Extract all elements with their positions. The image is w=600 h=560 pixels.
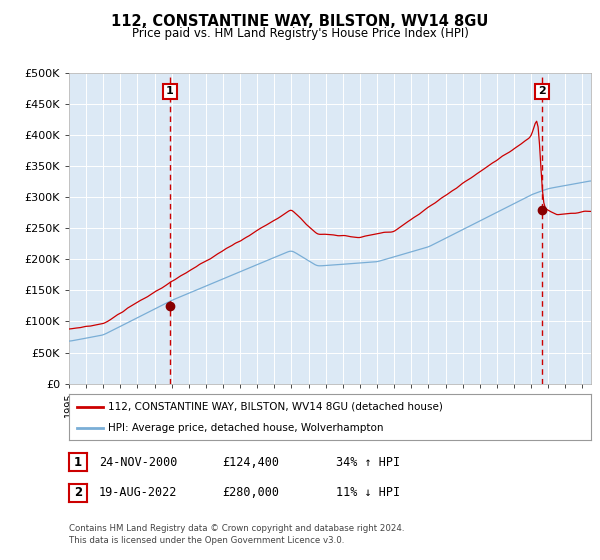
Text: 34% ↑ HPI: 34% ↑ HPI: [336, 455, 400, 469]
Text: HPI: Average price, detached house, Wolverhampton: HPI: Average price, detached house, Wolv…: [108, 423, 383, 433]
Text: 1: 1: [74, 455, 82, 469]
Text: £124,400: £124,400: [222, 455, 279, 469]
Text: Price paid vs. HM Land Registry's House Price Index (HPI): Price paid vs. HM Land Registry's House …: [131, 27, 469, 40]
Text: 11% ↓ HPI: 11% ↓ HPI: [336, 486, 400, 500]
Text: 24-NOV-2000: 24-NOV-2000: [99, 455, 178, 469]
Text: 112, CONSTANTINE WAY, BILSTON, WV14 8GU (detached house): 112, CONSTANTINE WAY, BILSTON, WV14 8GU …: [108, 402, 443, 412]
Text: 2: 2: [74, 486, 82, 500]
Text: 112, CONSTANTINE WAY, BILSTON, WV14 8GU: 112, CONSTANTINE WAY, BILSTON, WV14 8GU: [112, 14, 488, 29]
Text: 2: 2: [538, 86, 546, 96]
Text: 1: 1: [166, 86, 174, 96]
Text: £280,000: £280,000: [222, 486, 279, 500]
Text: Contains HM Land Registry data © Crown copyright and database right 2024.
This d: Contains HM Land Registry data © Crown c…: [69, 524, 404, 545]
Text: 19-AUG-2022: 19-AUG-2022: [99, 486, 178, 500]
